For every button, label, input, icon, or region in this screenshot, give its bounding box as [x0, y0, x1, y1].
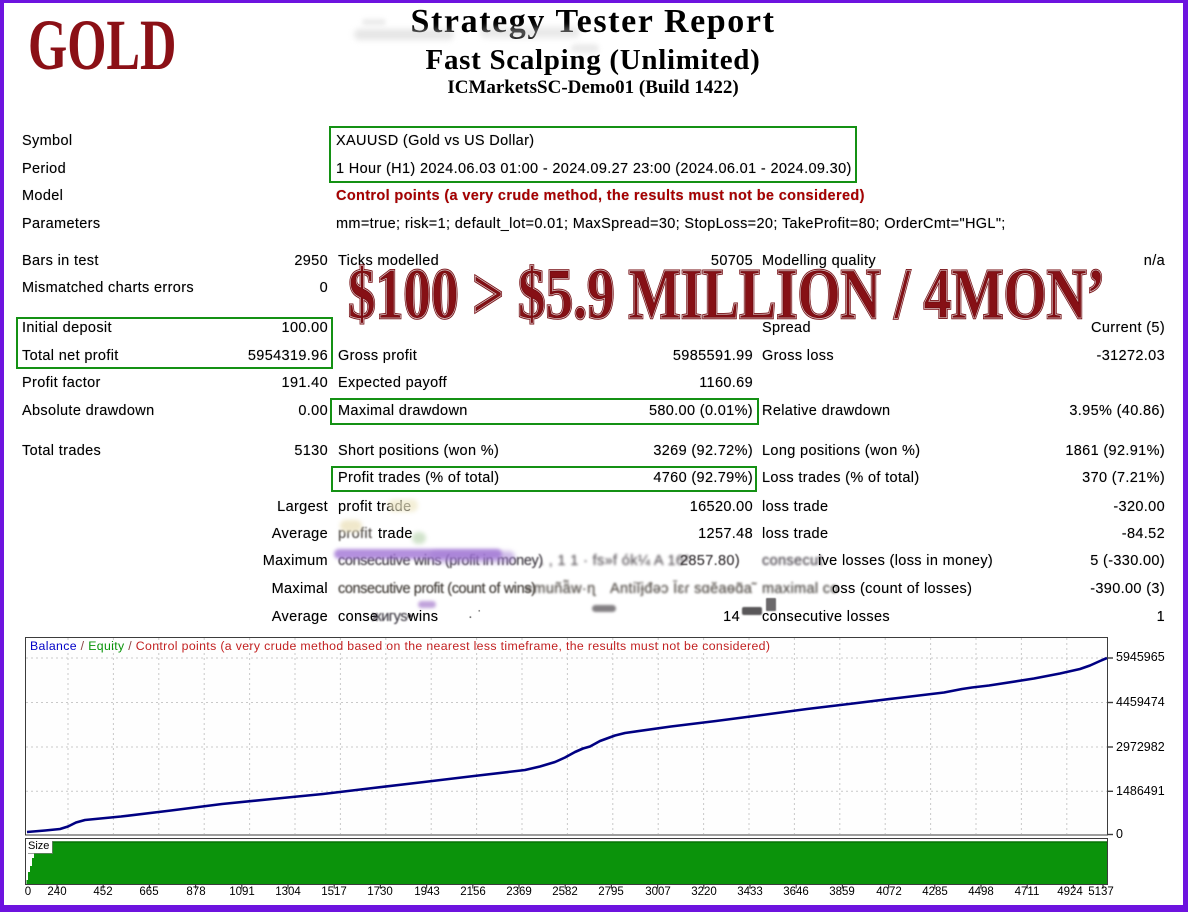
svg-text:$100 > $5.9 MILLION / 4MON’: $100 > $5.9 MILLION / 4MON’	[348, 254, 1105, 334]
svg-text:$100 > $5.9 MILLION / 4MON’: $100 > $5.9 MILLION / 4MON’	[348, 254, 1105, 334]
